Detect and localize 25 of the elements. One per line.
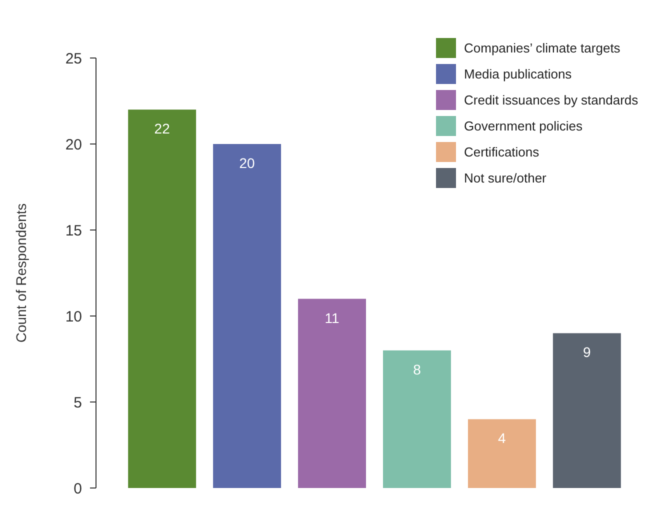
bar [298,298,366,488]
data-label: 8 [413,361,422,378]
bar [552,333,621,488]
legend-label: Government policies [464,118,583,134]
legend-label: Not sure/other [464,170,548,186]
legend-label: Credit issuances by standards [464,92,639,108]
legend-label: Media publications [464,66,572,82]
data-label: 11 [324,310,340,326]
legend-label: Companies’ climate targets [464,40,621,56]
y-axis-title: Count of Respondents [13,203,29,343]
legend-label: Certifications [464,144,540,160]
y-tick-label: 15 [65,222,82,240]
data-label: 22 [154,120,170,137]
data-label: 20 [239,155,256,171]
bar [213,144,282,488]
y-tick-label: 10 [65,308,82,326]
bar [382,350,451,488]
y-tick-label: 20 [65,136,82,154]
data-label: 4 [498,430,506,446]
y-tick-label: 5 [74,394,82,412]
y-tick-label: 25 [65,50,82,68]
y-tick-label: 0 [74,480,82,498]
bar [468,419,536,488]
bar [128,110,196,488]
data-label: 9 [583,344,592,360]
